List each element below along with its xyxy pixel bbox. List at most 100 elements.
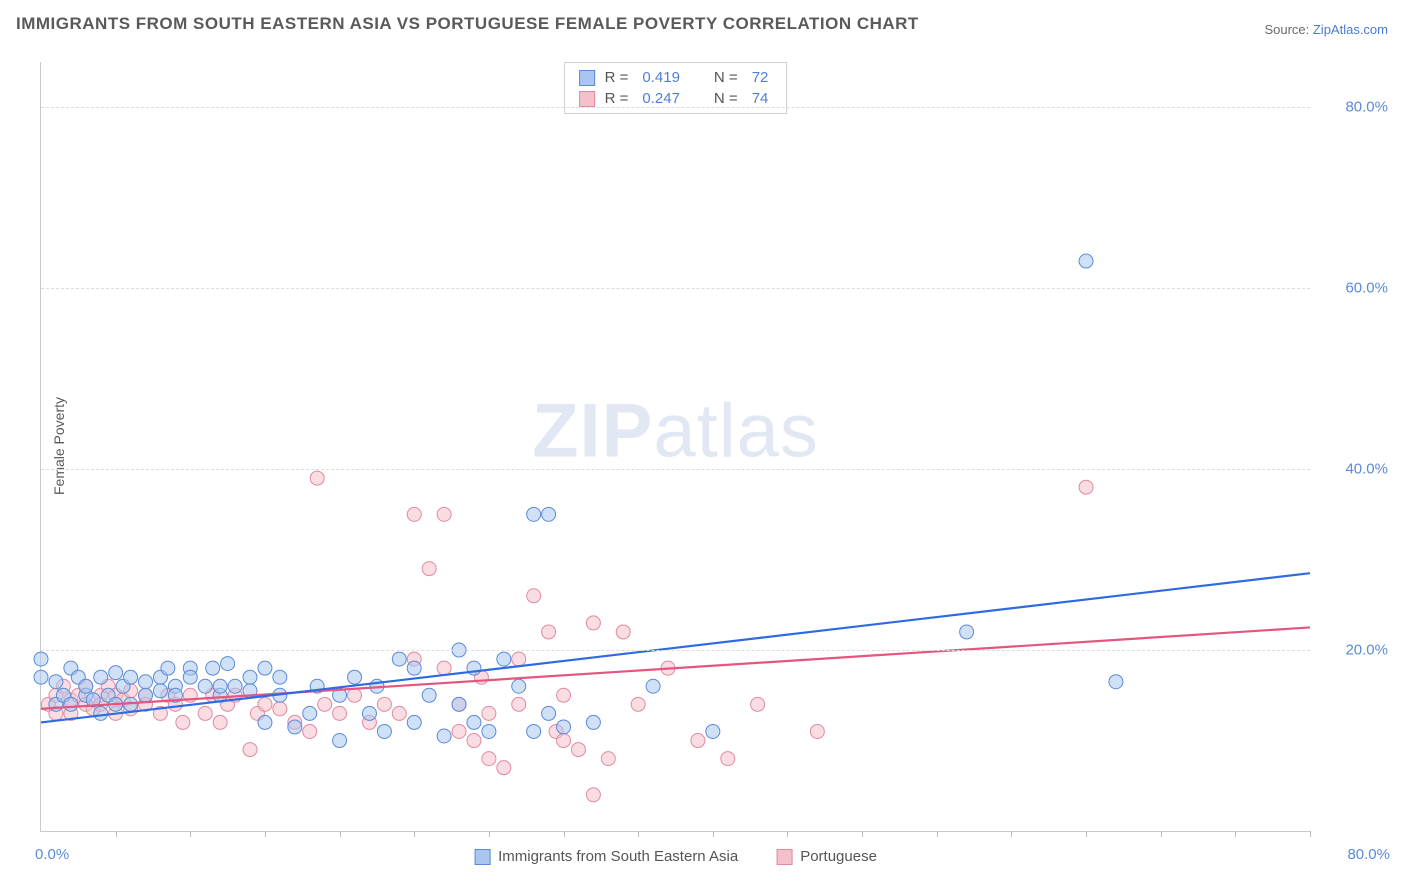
scatter-point	[206, 661, 220, 675]
scatter-point	[721, 752, 735, 766]
scatter-point	[586, 788, 600, 802]
scatter-point	[392, 706, 406, 720]
gridline	[41, 650, 1310, 651]
gridline	[41, 107, 1310, 108]
scatter-point	[198, 679, 212, 693]
legend-item-label-b: Portuguese	[800, 848, 877, 865]
scatter-point	[362, 706, 376, 720]
scatter-point	[467, 734, 481, 748]
scatter-point	[79, 679, 93, 693]
scatter-point	[243, 670, 257, 684]
scatter-point	[310, 471, 324, 485]
scatter-point	[288, 720, 302, 734]
scatter-point	[407, 715, 421, 729]
scatter-point	[631, 697, 645, 711]
scatter-point	[198, 706, 212, 720]
x-tick	[1161, 831, 1162, 837]
scatter-point	[810, 724, 824, 738]
scatter-point	[467, 715, 481, 729]
scatter-point	[161, 661, 175, 675]
scatter-point	[437, 661, 451, 675]
scatter-point	[437, 729, 451, 743]
scatter-point	[407, 661, 421, 675]
scatter-point	[557, 688, 571, 702]
scatter-point	[94, 706, 108, 720]
scatter-point	[601, 752, 615, 766]
series-legend: Immigrants from South Eastern Asia Portu…	[474, 848, 877, 865]
x-tick	[564, 831, 565, 837]
scatter-point	[213, 679, 227, 693]
scatter-point	[94, 670, 108, 684]
source-link[interactable]: ZipAtlas.com	[1313, 22, 1388, 37]
scatter-point	[960, 625, 974, 639]
scatter-point	[318, 697, 332, 711]
scatter-point	[64, 697, 78, 711]
scatter-point	[452, 724, 466, 738]
x-tick	[638, 831, 639, 837]
scatter-point	[542, 507, 556, 521]
trendline-a	[41, 573, 1310, 722]
scatter-point	[392, 652, 406, 666]
scatter-point	[303, 706, 317, 720]
scatter-point	[497, 761, 511, 775]
scatter-point	[303, 724, 317, 738]
x-tick	[190, 831, 191, 837]
scatter-point	[422, 688, 436, 702]
chart-title: IMMIGRANTS FROM SOUTH EASTERN ASIA VS PO…	[16, 14, 919, 34]
scatter-point	[221, 657, 235, 671]
scatter-point	[183, 670, 197, 684]
chart-plot-area: ZIPatlas 0.0% 80.0% R = 0.419 N = 72 R =…	[40, 62, 1310, 832]
y-tick-label: 40.0%	[1345, 461, 1388, 478]
scatter-point	[348, 670, 362, 684]
scatter-point	[706, 724, 720, 738]
y-tick-label: 60.0%	[1345, 280, 1388, 297]
scatter-series-b	[41, 471, 1093, 802]
x-tick	[713, 831, 714, 837]
scatter-point	[482, 752, 496, 766]
scatter-point	[258, 661, 272, 675]
scatter-point	[49, 675, 63, 689]
scatter-point	[109, 666, 123, 680]
x-tick	[414, 831, 415, 837]
scatter-point	[124, 670, 138, 684]
scatter-point	[542, 625, 556, 639]
scatter-point	[616, 625, 630, 639]
scatter-point	[139, 675, 153, 689]
scatter-point	[527, 507, 541, 521]
legend-item-a: Immigrants from South Eastern Asia	[474, 848, 738, 865]
scatter-point	[527, 724, 541, 738]
x-tick	[265, 831, 266, 837]
scatter-point	[512, 652, 526, 666]
scatter-point	[333, 706, 347, 720]
scatter-point	[258, 697, 272, 711]
legend-item-label-a: Immigrants from South Eastern Asia	[498, 848, 738, 865]
scatter-point	[751, 697, 765, 711]
scatter-point	[646, 679, 660, 693]
source-attribution: Source: ZipAtlas.com	[1264, 22, 1388, 37]
scatter-point	[1109, 675, 1123, 689]
scatter-point	[497, 652, 511, 666]
x-tick	[1086, 831, 1087, 837]
scatter-point	[333, 734, 347, 748]
x-tick	[489, 831, 490, 837]
gridline	[41, 288, 1310, 289]
scatter-point	[273, 670, 287, 684]
legend-item-swatch-b	[776, 849, 792, 865]
scatter-point	[348, 688, 362, 702]
legend-item-swatch-a	[474, 849, 490, 865]
scatter-point	[482, 706, 496, 720]
scatter-point	[407, 507, 421, 521]
scatter-point	[34, 670, 48, 684]
scatter-point	[1079, 254, 1093, 268]
scatter-point	[691, 734, 705, 748]
scatter-point	[512, 679, 526, 693]
scatter-point	[557, 720, 571, 734]
x-tick	[937, 831, 938, 837]
scatter-point	[153, 684, 167, 698]
y-tick-label: 80.0%	[1345, 99, 1388, 116]
scatter-point	[228, 679, 242, 693]
scatter-point	[176, 715, 190, 729]
scatter-point	[377, 697, 391, 711]
scatter-point	[273, 702, 287, 716]
scatter-point	[422, 562, 436, 576]
